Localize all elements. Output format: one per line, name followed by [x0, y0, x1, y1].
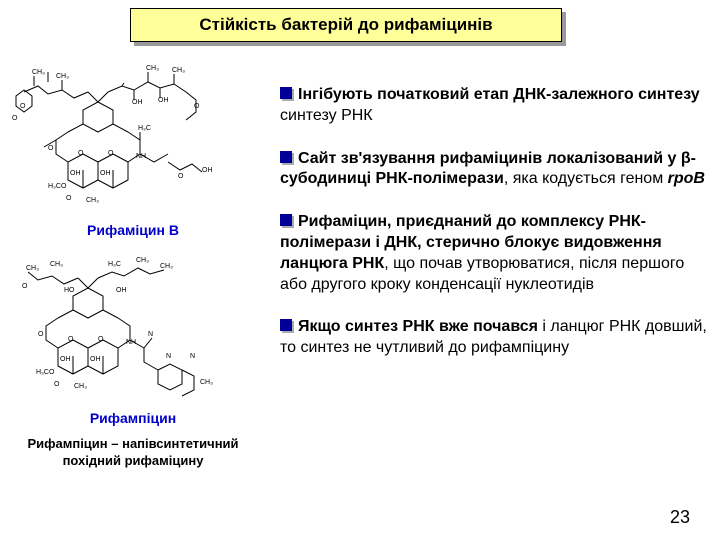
bullet-square-icon: [280, 214, 292, 226]
svg-text:O: O: [178, 173, 184, 180]
svg-text:OH: OH: [90, 356, 101, 363]
svg-text:OH: OH: [158, 97, 169, 104]
svg-text:N: N: [190, 353, 195, 360]
page-number: 23: [670, 507, 690, 528]
svg-text:H₃C: H₃C: [108, 261, 121, 268]
svg-text:O: O: [68, 336, 74, 343]
bullet-2-rest: , яка кодується геном: [504, 170, 668, 187]
svg-text:OH: OH: [60, 356, 71, 363]
svg-text:OH: OH: [202, 167, 213, 174]
svg-text:CH₃: CH₃: [146, 65, 159, 72]
bullet-1: Інгібують початковий етап ДНК-залежного …: [280, 85, 710, 127]
svg-text:CH₃: CH₃: [136, 257, 149, 264]
svg-text:CH₃: CH₃: [74, 383, 87, 390]
svg-text:CH₃: CH₃: [200, 379, 213, 386]
bullet-1-lead: Інгібують початковий етап ДНК-залежного …: [298, 86, 700, 103]
footnote-line2: похідний рифаміцину: [63, 453, 204, 468]
svg-text:NH: NH: [136, 153, 146, 160]
svg-text:OH: OH: [70, 170, 81, 177]
svg-text:H₃CO: H₃CO: [36, 369, 55, 376]
left-column: OHOH OO NH O OO CH₃CH₃ CH₃CH₃ OHOH O H₃C…: [8, 60, 258, 470]
svg-text:CH₃: CH₃: [86, 197, 99, 204]
svg-text:NH: NH: [126, 339, 136, 346]
svg-text:N: N: [166, 353, 171, 360]
slide-title: Стійкість бактерій до рифаміцинів: [130, 8, 562, 42]
svg-text:H₃CO: H₃CO: [48, 183, 67, 190]
svg-text:O: O: [20, 103, 26, 110]
bullet-4: Якщо синтез РНК вже почався і ланцюг РНК…: [280, 317, 710, 359]
svg-text:CH₃: CH₃: [160, 263, 173, 270]
svg-text:O: O: [22, 283, 28, 290]
bullet-1-rest: синтезу РНК: [280, 107, 373, 124]
svg-text:O: O: [66, 195, 72, 202]
svg-text:O: O: [98, 336, 104, 343]
svg-text:H₃C: H₃C: [138, 125, 151, 132]
svg-text:OH: OH: [132, 99, 143, 106]
svg-text:CH₃: CH₃: [56, 73, 69, 80]
svg-text:CH₃: CH₃: [26, 265, 39, 272]
bullet-square-icon: [280, 87, 292, 99]
structure-rifampicin: OHOH OO NH O CH₃CH₃ H₃CCH₃CH₃ HOOH N NN …: [8, 248, 238, 408]
svg-text:CH₃: CH₃: [172, 67, 185, 74]
svg-text:O: O: [78, 150, 84, 157]
bullet-square-icon: [280, 151, 292, 163]
svg-text:O: O: [54, 381, 60, 388]
svg-text:O: O: [194, 103, 200, 110]
svg-text:HO: HO: [64, 287, 75, 294]
svg-text:O: O: [108, 150, 114, 157]
svg-text:CH₃: CH₃: [32, 69, 45, 76]
svg-text:CH₃: CH₃: [50, 261, 63, 268]
structure-rifamycin-b: OHOH OO NH O OO CH₃CH₃ CH₃CH₃ OHOH O H₃C…: [8, 60, 238, 220]
footnote-line1: Рифампіцин – напівсинтетичний: [27, 436, 238, 451]
footnote: Рифампіцин – напівсинтетичний похідний р…: [8, 436, 258, 470]
bullet-4-lead: Якщо синтез РНК вже почався: [298, 318, 538, 335]
bullet-2-gene: rpoB: [668, 170, 705, 187]
svg-text:O: O: [12, 115, 18, 122]
right-column: Інгібують початковий етап ДНК-залежного …: [280, 85, 710, 381]
svg-text:OH: OH: [116, 287, 127, 294]
label-rifamycin-b: Рифаміцин В: [8, 222, 258, 238]
svg-text:O: O: [38, 331, 44, 338]
svg-text:O: O: [48, 145, 54, 152]
svg-text:N: N: [148, 331, 153, 338]
bullet-2: Сайт зв'язування рифаміцинів локалізован…: [280, 149, 710, 191]
svg-text:OH: OH: [100, 170, 111, 177]
bullet-square-icon: [280, 319, 292, 331]
bullet-3: Рифаміцин, приєднаний до комплексу РНК-п…: [280, 212, 710, 295]
label-rifampicin: Рифампіцин: [8, 410, 258, 426]
